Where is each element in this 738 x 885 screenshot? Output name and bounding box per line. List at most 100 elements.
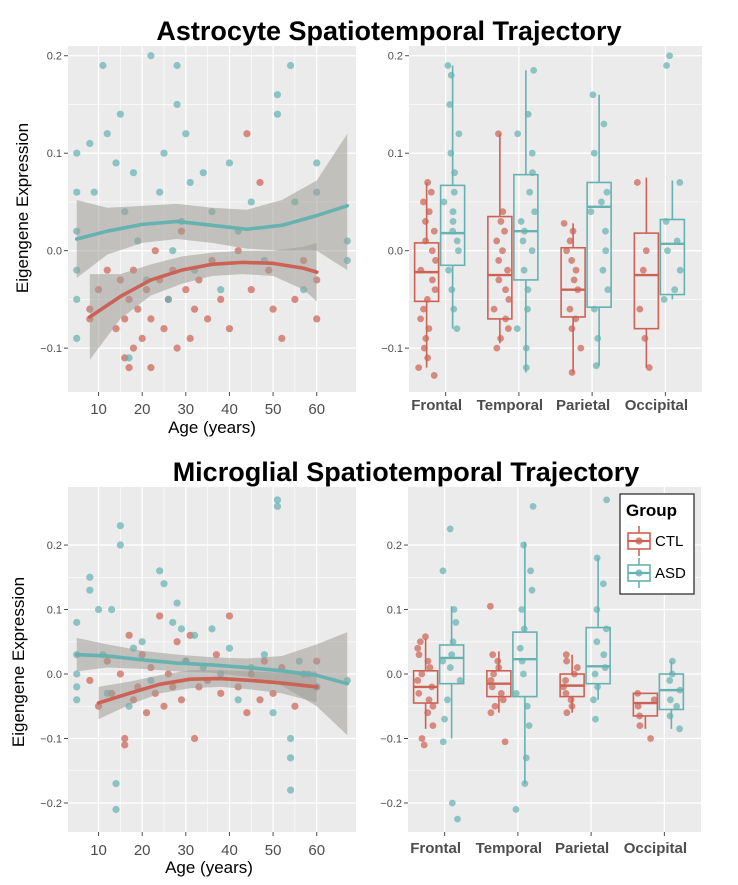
micro-box-ctl-parietal [559, 651, 585, 717]
micro-point-asd [73, 683, 81, 691]
astro-scatter-xtick-label: 50 [265, 401, 282, 418]
astro-scatter-xtick-label: 40 [221, 401, 238, 418]
astro-point-ctl [134, 305, 142, 313]
box-point [448, 651, 456, 659]
box-point [424, 179, 432, 186]
box-point [636, 712, 643, 720]
micro-box-asd-temporal [512, 502, 538, 813]
astro-point-asd [86, 139, 94, 148]
box-point [424, 354, 432, 362]
box-point [491, 702, 499, 710]
box-point [502, 286, 509, 294]
astro-point-asd [90, 188, 98, 196]
box-point [647, 735, 654, 742]
box-point [676, 725, 683, 733]
astro-point-ctl [204, 315, 212, 323]
box-point [676, 179, 684, 186]
box-point [592, 362, 600, 370]
box-point [600, 651, 608, 659]
micro-scatter-ytick-label: −0.2 [40, 798, 62, 810]
micro-scatter-xtick-label: 30 [177, 842, 194, 859]
box-point [423, 296, 431, 303]
astro-point-asd [273, 91, 282, 99]
micro-box-ytick-label: 0.2 [387, 540, 402, 552]
astro-point-ctl [217, 295, 225, 304]
box-point [590, 149, 598, 157]
astro-point-asd [129, 169, 138, 177]
micro-scatter-ytick-label: −0.1 [40, 733, 62, 745]
box-point [562, 689, 570, 697]
micro-point-ctl [291, 702, 299, 710]
astro-point-asd [112, 159, 120, 167]
box-point [415, 689, 423, 697]
box-point [495, 130, 502, 138]
box-point [448, 799, 456, 807]
box-point [431, 286, 439, 294]
box-point [450, 606, 458, 613]
micro-point-ctl [116, 670, 124, 678]
box-point [521, 227, 528, 235]
box-point [673, 702, 681, 710]
box-point [455, 247, 462, 255]
box-point [636, 722, 644, 729]
astro-point-ctl [129, 344, 138, 352]
astro-point-asd [247, 198, 255, 206]
astro-point-ctl [103, 266, 111, 274]
micro-point-asd [94, 605, 103, 614]
astro-point-asd [73, 295, 81, 304]
astro-point-asd [156, 188, 164, 196]
micro-point-asd [208, 625, 216, 633]
box-point [420, 741, 428, 749]
box-point [568, 325, 576, 333]
astro-box-asd-frontal [439, 62, 466, 333]
box-point [456, 677, 464, 684]
astro-point-ctl [190, 305, 199, 313]
astro-point-ctl [125, 364, 133, 372]
box-point [426, 664, 434, 671]
astro-point-asd [73, 188, 81, 196]
micro-point-asd [173, 599, 181, 607]
box-point [524, 286, 532, 294]
box-point [645, 364, 653, 372]
micro-point-asd [225, 644, 234, 652]
box-point [422, 218, 429, 225]
micro-point-asd [260, 651, 268, 659]
box-point [424, 657, 432, 665]
micro-box-ctl-occipital [632, 689, 659, 742]
micro-category-label: Parietal [555, 840, 609, 857]
micro-point-ctl [125, 631, 133, 639]
box-point [429, 276, 436, 284]
legend-label-asd: ASD [655, 565, 686, 582]
box-point [669, 657, 676, 665]
micro-box-asd-parietal [585, 496, 611, 723]
box-point [519, 237, 527, 245]
box-point [587, 208, 595, 216]
box-point [589, 91, 597, 99]
micro-xlabel: Age (years) [165, 858, 253, 877]
box-point [444, 62, 452, 69]
legend-label-ctl: CTL [655, 533, 683, 550]
box-point [634, 689, 642, 697]
box-point [662, 218, 670, 225]
box-point [445, 266, 452, 274]
box-point [453, 237, 461, 245]
astro-point-ctl [186, 334, 194, 342]
astro-point-asd [225, 159, 234, 167]
box-point [603, 188, 611, 196]
box-point [490, 670, 498, 678]
astro-point-ctl [291, 295, 299, 304]
astro-ribbon-asd [76, 133, 348, 278]
box-point [572, 315, 580, 323]
astro-point-asd [186, 178, 194, 187]
box-point [563, 657, 571, 665]
box-point [642, 247, 650, 255]
micro-ribbon-asd [76, 632, 348, 736]
box-iqr [439, 184, 466, 267]
box-point [487, 677, 495, 684]
box-point [664, 247, 671, 255]
micro-point-asd [169, 618, 177, 627]
box-point [518, 657, 526, 665]
micro-box-asd-frontal [438, 525, 465, 823]
micro-point-asd [138, 638, 146, 646]
astro-point-ctl [313, 315, 321, 323]
